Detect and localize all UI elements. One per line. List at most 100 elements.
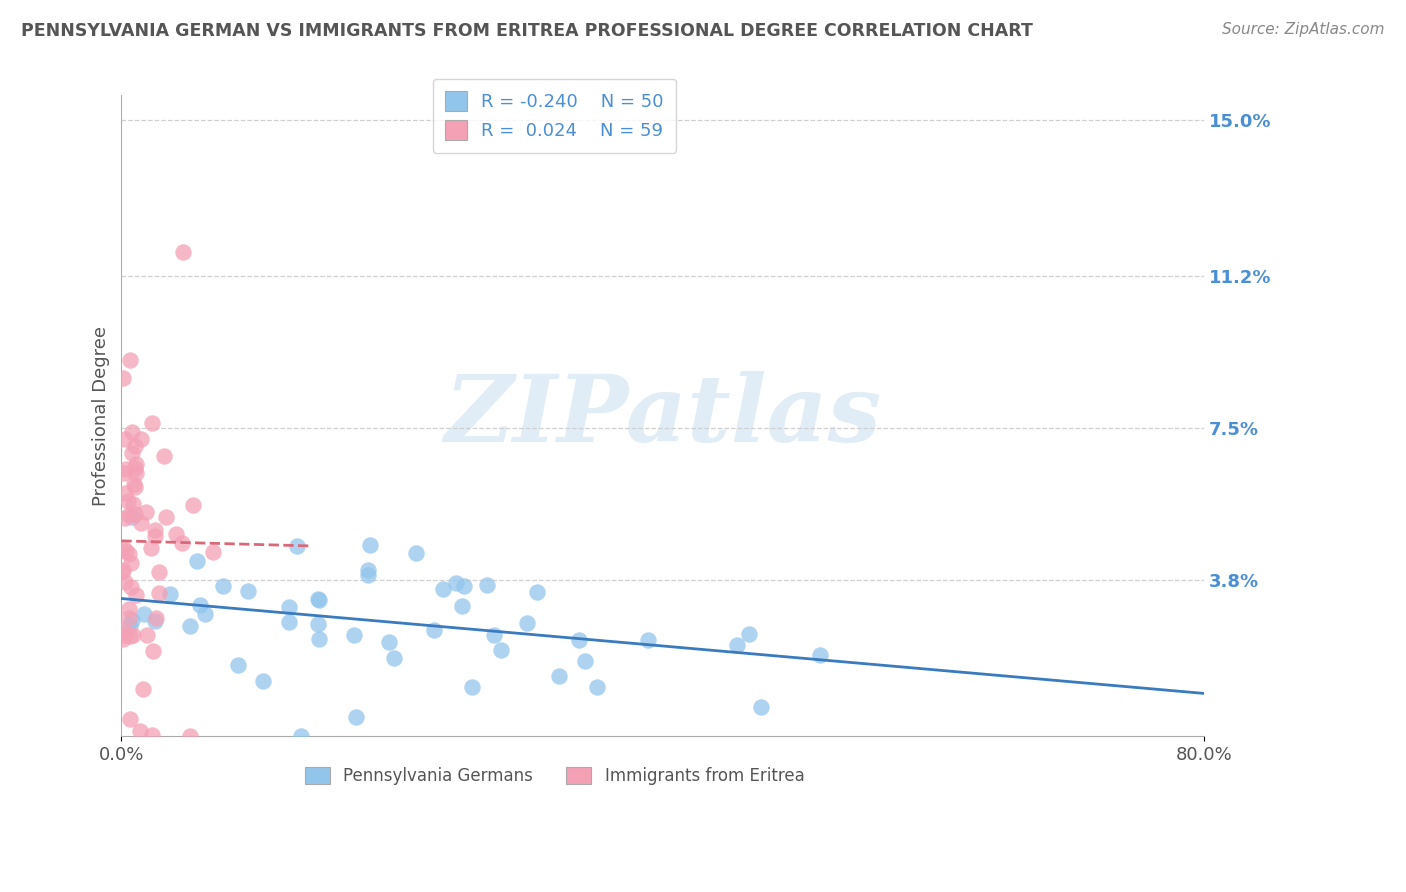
Point — [120, 556, 142, 570]
Point — [135, 505, 157, 519]
Point — [121, 613, 143, 627]
Point — [489, 643, 512, 657]
Point — [186, 554, 208, 568]
Point — [211, 579, 233, 593]
Text: PENNSYLVANIA GERMAN VS IMMIGRANTS FROM ERITREA PROFESSIONAL DEGREE CORRELATION C: PENNSYLVANIA GERMAN VS IMMIGRANTS FROM E… — [21, 22, 1033, 40]
Point — [111, 563, 134, 577]
Point — [111, 566, 134, 580]
Point — [808, 648, 831, 662]
Point — [122, 497, 145, 511]
Point — [118, 602, 141, 616]
Point — [453, 579, 475, 593]
Point — [307, 591, 329, 606]
Point — [117, 494, 139, 508]
Point — [112, 370, 135, 384]
Point — [129, 432, 152, 446]
Point — [143, 529, 166, 543]
Point — [143, 523, 166, 537]
Point — [121, 627, 143, 641]
Point — [308, 593, 330, 607]
Point — [159, 587, 181, 601]
Point — [129, 516, 152, 531]
Point — [194, 607, 217, 621]
Point — [143, 614, 166, 628]
Point — [725, 638, 748, 652]
Point — [125, 588, 148, 602]
Point — [482, 628, 505, 642]
Point — [120, 352, 142, 367]
Point — [155, 510, 177, 524]
Point — [114, 432, 136, 446]
Point — [114, 485, 136, 500]
Point — [118, 508, 141, 523]
Point — [252, 673, 274, 688]
Point — [148, 565, 170, 579]
Y-axis label: Professional Degree: Professional Degree — [93, 326, 110, 506]
Point — [141, 416, 163, 430]
Point — [118, 547, 141, 561]
Point — [122, 477, 145, 491]
Point — [115, 543, 138, 558]
Point — [446, 575, 468, 590]
Point — [115, 462, 138, 476]
Point — [378, 635, 401, 649]
Point — [112, 628, 135, 642]
Point — [132, 681, 155, 696]
Point — [111, 632, 134, 646]
Point — [121, 446, 143, 460]
Point — [129, 723, 152, 738]
Point — [516, 615, 538, 630]
Point — [450, 599, 472, 613]
Point — [357, 567, 380, 582]
Point — [568, 632, 591, 647]
Point — [124, 480, 146, 494]
Point — [278, 600, 301, 615]
Text: ZIPatlas: ZIPatlas — [444, 371, 882, 461]
Point — [307, 617, 329, 632]
Point — [124, 507, 146, 521]
Point — [637, 632, 659, 647]
Point — [738, 627, 761, 641]
Point — [148, 586, 170, 600]
Point — [290, 730, 312, 744]
Point — [226, 657, 249, 672]
Point — [125, 466, 148, 480]
Point — [124, 439, 146, 453]
Point — [188, 598, 211, 612]
Point — [236, 583, 259, 598]
Point — [179, 619, 201, 633]
Point — [574, 654, 596, 668]
Point — [179, 730, 201, 744]
Point — [287, 539, 309, 553]
Point — [114, 510, 136, 524]
Point — [359, 538, 381, 552]
Point — [277, 615, 299, 630]
Point — [172, 244, 194, 259]
Point — [165, 527, 187, 541]
Point — [749, 699, 772, 714]
Point — [141, 541, 163, 555]
Point — [114, 574, 136, 589]
Point — [382, 651, 405, 665]
Point — [586, 680, 609, 694]
Legend: Pennsylvania Germans, Immigrants from Eritrea: Pennsylvania Germans, Immigrants from Er… — [298, 761, 811, 792]
Point — [308, 632, 330, 646]
Point — [548, 669, 571, 683]
Point — [477, 577, 499, 591]
Point — [460, 680, 482, 694]
Point — [118, 712, 141, 726]
Point — [152, 450, 174, 464]
Point — [142, 643, 165, 657]
Point — [202, 545, 225, 559]
Point — [125, 457, 148, 471]
Point — [121, 509, 143, 524]
Point — [124, 460, 146, 475]
Point — [135, 628, 157, 642]
Point — [118, 618, 141, 632]
Point — [121, 425, 143, 439]
Point — [423, 623, 446, 637]
Point — [344, 710, 367, 724]
Point — [132, 607, 155, 622]
Point — [526, 584, 548, 599]
Point — [118, 629, 141, 643]
